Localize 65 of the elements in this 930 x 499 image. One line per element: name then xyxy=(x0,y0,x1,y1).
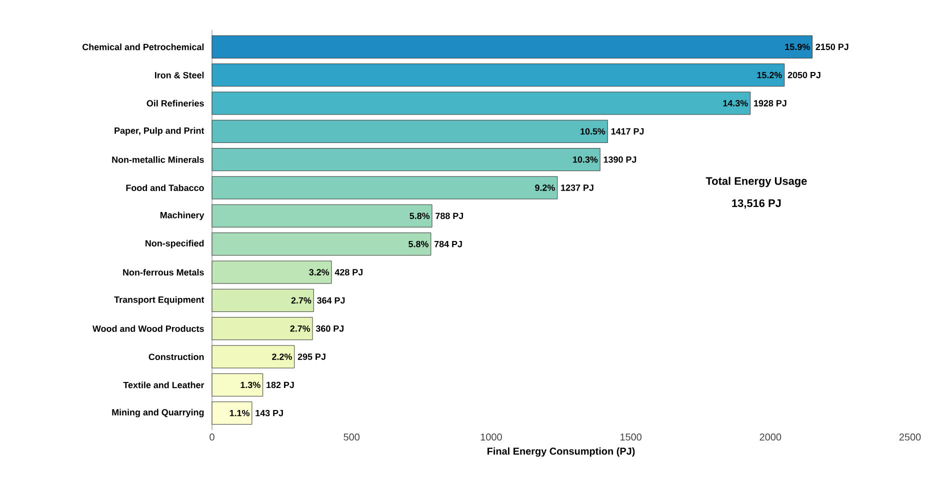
y-tick-label: Textile and Leather xyxy=(123,382,204,388)
annotation: 2.7% xyxy=(290,325,310,332)
data-label: 2150 PJ xyxy=(816,44,848,50)
bar xyxy=(212,92,751,115)
annotation: 1.1% xyxy=(230,410,250,416)
annotation: 5.8% xyxy=(408,240,428,248)
annotation: 2.2% xyxy=(272,354,292,360)
x-tick-label: 2000 xyxy=(760,434,782,441)
x-tick-label: 2500 xyxy=(899,434,921,441)
annotation: 15.2% xyxy=(757,72,782,78)
bar xyxy=(212,64,785,87)
annotation: 13,516 PJ xyxy=(732,199,781,209)
bar xyxy=(212,120,608,143)
bar xyxy=(212,402,252,425)
y-tick-label: Oil Refineries xyxy=(146,100,204,107)
data-label: 1417 PJ xyxy=(611,128,644,135)
data-label: 428 PJ xyxy=(334,269,362,276)
x-tick-label: 1500 xyxy=(620,434,642,441)
x-tick-label: 0 xyxy=(210,434,214,441)
x-tick-label: 1000 xyxy=(480,434,502,441)
data-label: 784 PJ xyxy=(434,240,462,248)
bar xyxy=(212,260,332,284)
bar xyxy=(212,204,432,228)
bar xyxy=(212,345,295,368)
annotation: Total Energy Usage xyxy=(706,176,807,188)
annotation: 15.9% xyxy=(785,44,810,50)
annotation: 14.3% xyxy=(723,100,748,106)
bar xyxy=(212,373,264,396)
data-label: 182 PJ xyxy=(266,382,294,388)
data-label: 360 PJ xyxy=(316,325,344,332)
y-tick-label: Food and Tabacco xyxy=(126,184,204,192)
data-label: 1237 PJ xyxy=(561,184,594,191)
bar xyxy=(212,176,558,200)
annotation: 3.2% xyxy=(309,269,330,276)
annotation: 2.7% xyxy=(291,297,312,304)
data-label: 364 PJ xyxy=(317,297,345,304)
data-label: 1928 PJ xyxy=(754,100,786,106)
data-label: 143 PJ xyxy=(256,410,283,416)
data-label: 2050 PJ xyxy=(788,72,820,78)
x-tick-label: 500 xyxy=(344,434,360,441)
y-tick-label: Machinery xyxy=(160,212,204,220)
bar xyxy=(212,148,600,172)
bar xyxy=(212,232,432,256)
data-label: 788 PJ xyxy=(436,212,463,220)
bar xyxy=(212,288,314,312)
bar xyxy=(212,35,813,58)
bar xyxy=(212,317,313,340)
data-label: 295 PJ xyxy=(298,354,326,360)
annotation: 5.8% xyxy=(410,212,430,220)
annotation: 1.3% xyxy=(240,382,260,388)
annotation: 10.3% xyxy=(573,156,598,163)
y-tick-label: Non-ferrous Metals xyxy=(123,268,204,276)
y-tick-label: Iron & Steel xyxy=(155,72,204,78)
y-tick-label: Construction xyxy=(148,353,204,360)
y-tick-label: Chemical and Petrochemical xyxy=(82,44,204,50)
y-tick-label: Mining and Quarrying xyxy=(112,408,204,418)
y-tick-label: Wood and Wood Products xyxy=(92,325,204,332)
data-label: 1390 PJ xyxy=(604,156,636,163)
x-axis-title: Final Energy Consumption (PJ) xyxy=(488,447,635,457)
y-tick-label: Non-specified xyxy=(146,240,204,248)
y-tick-label: Transport Equipment xyxy=(114,296,204,305)
annotation: 10.5% xyxy=(580,128,606,135)
y-tick-label: Paper, Pulp and Print xyxy=(114,127,204,136)
y-tick-label: Non-metallic Minerals xyxy=(112,156,204,163)
annotation: 9.2% xyxy=(535,184,555,191)
